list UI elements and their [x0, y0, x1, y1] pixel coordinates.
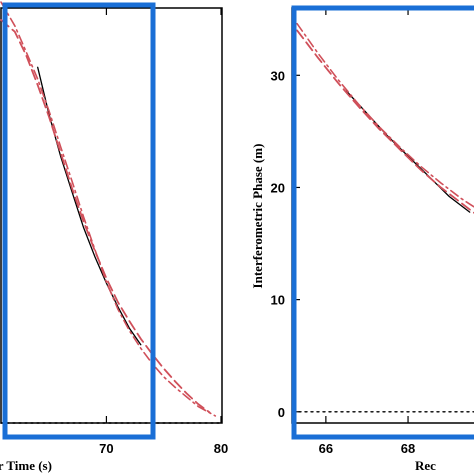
- right-x-tick-label: 66: [319, 441, 333, 456]
- right-panel: 66 68 0 10 20 30 Rec Interferometric Phase (m…: [250, 5, 474, 473]
- left-x-tick-label: 70: [99, 441, 113, 456]
- left-series-red-dashed: [0, 19, 211, 414]
- right-highlight-box: [291, 5, 474, 440]
- left-panel: 70 80 er Time (s): [0, 1, 228, 473]
- left-series-black-solid: [37, 66, 142, 346]
- left-x-tick-label: 80: [214, 441, 228, 456]
- right-x-tick-label: 68: [401, 441, 415, 456]
- left-series-red-dashdot: [0, 1, 217, 417]
- right-series-group: [292, 22, 474, 413]
- right-series-red-dashdot: [296, 22, 474, 208]
- right-y-tick-label: 30: [271, 68, 285, 83]
- right-y-axis-label: Interferometric Phase (m): [250, 144, 265, 289]
- right-y-tick-label: 10: [271, 293, 285, 308]
- right-series-red-dashed: [296, 29, 474, 214]
- left-x-axis-label: er Time (s): [0, 458, 52, 473]
- right-series-black-solid: [345, 90, 471, 213]
- right-y-tick-label: 0: [278, 405, 285, 420]
- right-plot-frame: [291, 7, 474, 424]
- right-x-axis-label: Rec: [415, 458, 436, 473]
- right-y-tick-label: 20: [271, 180, 285, 195]
- left-highlight-box: [2, 2, 156, 440]
- left-series-group: [0, 1, 222, 424]
- left-axis-ticks: 70 80: [99, 8, 228, 456]
